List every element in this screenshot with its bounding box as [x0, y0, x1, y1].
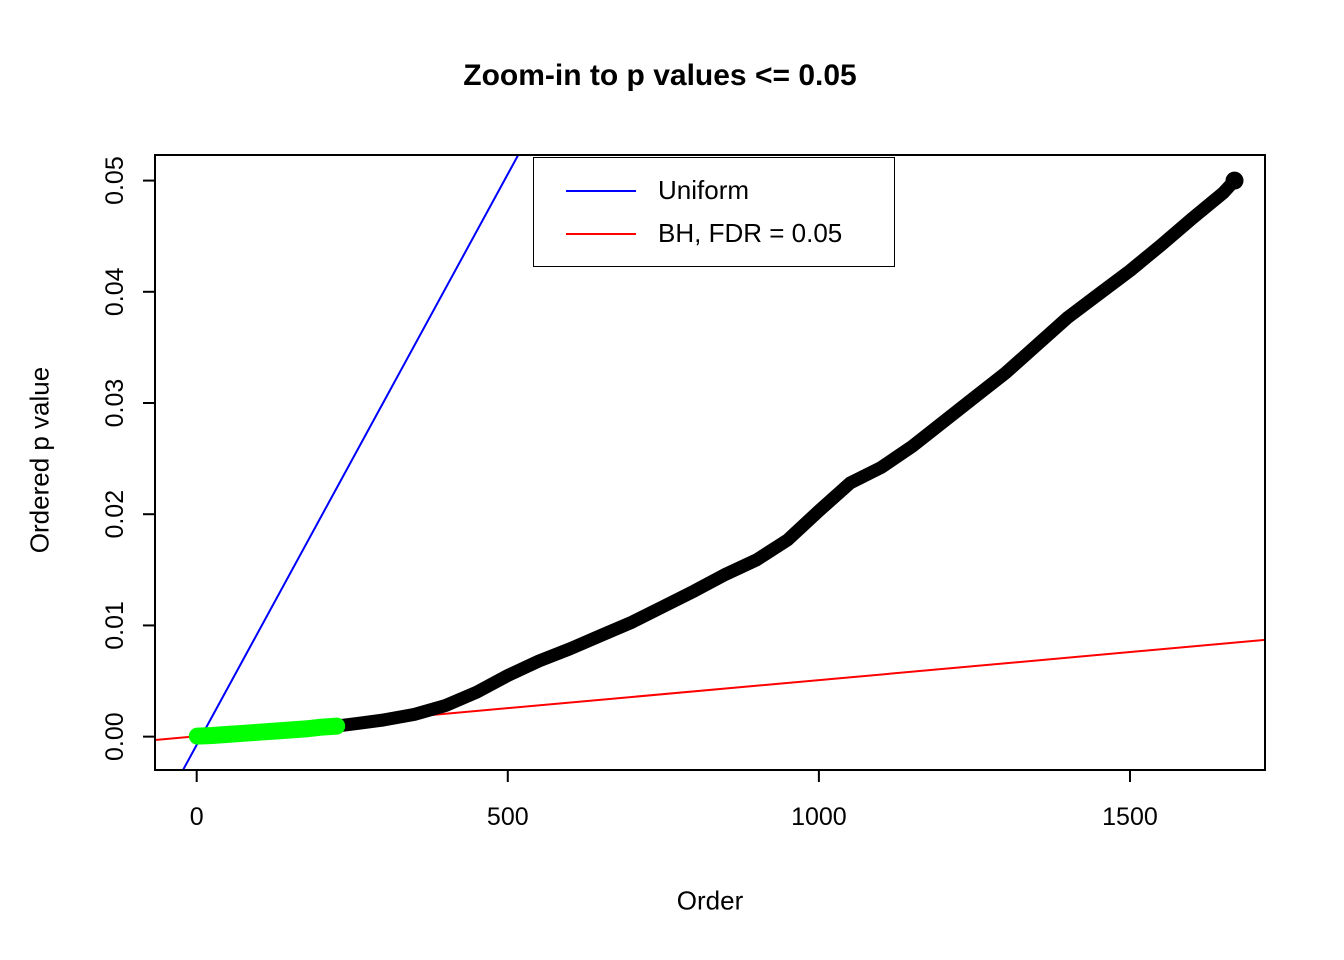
significant-p-values-bh	[188, 717, 346, 745]
legend-label-uniform: Uniform	[658, 175, 750, 205]
uniform-line	[182, 155, 520, 770]
x-tick-label: 1500	[1102, 803, 1158, 831]
y-tick-label: 0.03	[101, 379, 129, 428]
ordered-p-values	[330, 174, 1241, 733]
legend-entry-bh: BH, FDR = 0.05	[566, 218, 894, 249]
y-tick-label: 0.02	[101, 490, 129, 539]
x-tick-label: 500	[487, 803, 529, 831]
uniform-line-sample	[566, 189, 636, 192]
y-tick-label: 0.04	[101, 267, 129, 316]
ordered-p-values-end-dot	[1225, 171, 1244, 190]
plot-content	[155, 155, 1265, 770]
y-tick-label: 0.01	[101, 601, 129, 650]
legend-entry-uniform: Uniform	[566, 175, 894, 206]
y-axis-title: Ordered p value	[24, 366, 55, 554]
plot-border	[154, 154, 1266, 771]
y-tick-label: 0.00	[101, 712, 129, 761]
y-tick-label: 0.05	[101, 156, 129, 205]
x-tick-label: 0	[190, 803, 204, 831]
bh-line-sample	[566, 232, 636, 235]
legend: Uniform BH, FDR = 0.05	[533, 157, 895, 267]
x-axis-title: Order	[676, 885, 744, 916]
chart-title: Zoom-in to p values <= 0.05	[463, 59, 857, 92]
legend-label-bh: BH, FDR = 0.05	[658, 218, 843, 248]
x-tick-label: 1000	[791, 803, 847, 831]
